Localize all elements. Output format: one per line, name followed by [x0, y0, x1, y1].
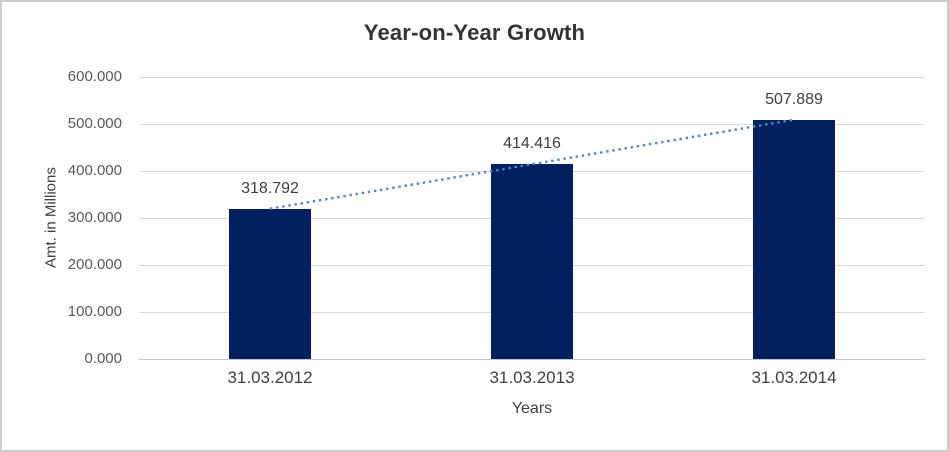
y-gridline	[139, 76, 925, 78]
y-axis-tick-label: 300.000	[67, 208, 122, 226]
bar-data-label: 318.792	[241, 179, 299, 197]
chart-title: Year-on-Year Growth	[363, 20, 586, 45]
bar-31.03.2012	[229, 208, 311, 359]
x-axis-tick-label: 31.03.2013	[489, 368, 575, 387]
y-axis-tick-label: 0.000	[84, 350, 122, 367]
bar-31.03.2013	[491, 163, 573, 359]
x-axis-line	[139, 359, 925, 360]
y-axis-tick-label: 600.000	[67, 67, 122, 85]
y-axis-tick-label: 500.000	[67, 114, 122, 132]
x-axis-title: Years	[511, 400, 553, 417]
bar-data-label: 414.416	[503, 134, 561, 152]
y-axis-tick-label: 200.000	[67, 255, 122, 273]
y-axis-tick-label: 100.000	[67, 302, 122, 320]
y-axis-tick-label: 400.000	[67, 161, 122, 179]
x-axis-tick-label: 31.03.2012	[227, 368, 313, 387]
bar-data-label: 507.889	[765, 90, 823, 108]
x-axis-tick-label: 31.03.2014	[751, 368, 837, 387]
bar-31.03.2014	[753, 119, 835, 359]
